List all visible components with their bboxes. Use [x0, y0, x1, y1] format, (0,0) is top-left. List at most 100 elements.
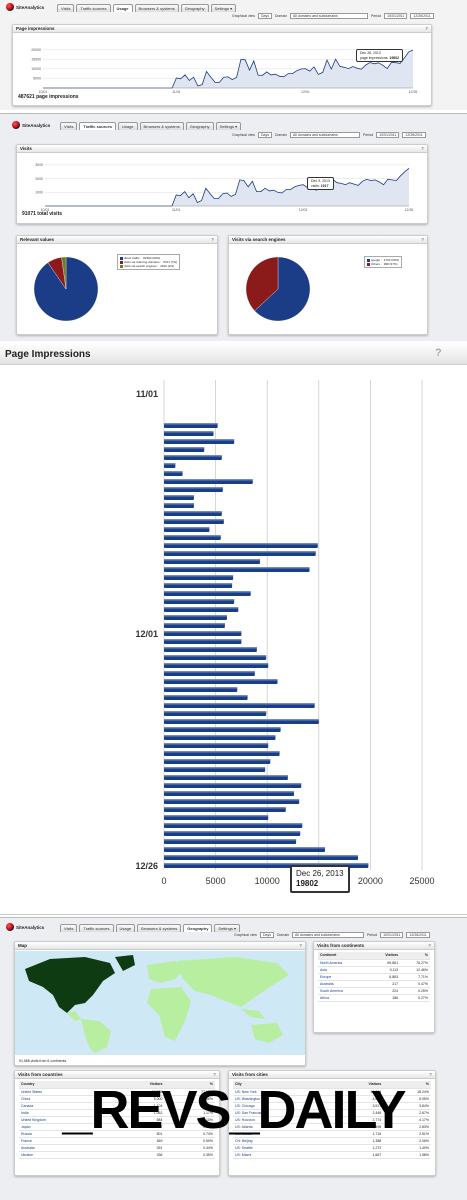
tab-usage[interactable]: Usage [117, 122, 138, 130]
tab-browsers-systems[interactable]: Browsers & systems [134, 4, 179, 12]
bar-highlight [164, 839, 297, 841]
bar-highlight [164, 583, 233, 585]
table-row[interactable]: US: Houston 2,774 4.17% [233, 1116, 431, 1124]
table-row[interactable]: Japan 557 0.62% [19, 1123, 215, 1131]
tab-geography[interactable]: Geography [183, 924, 213, 932]
column-header[interactable]: % [383, 1081, 431, 1089]
column-header[interactable]: Continent [318, 952, 369, 960]
tab-settings[interactable]: Settings ▾ [214, 924, 240, 932]
column-header[interactable]: % [400, 952, 430, 960]
tab-visits[interactable]: Visits [57, 4, 75, 12]
table-row[interactable]: US: Seattle 1,272 1.40% [233, 1144, 431, 1152]
column-header[interactable]: Country [19, 1081, 112, 1089]
asia-region[interactable] [177, 957, 289, 1007]
table-row[interactable]: Russia 501 0.74% [19, 1130, 215, 1138]
table-row[interactable]: US: San Francisco 2,446 2.67% [233, 1109, 431, 1117]
tab-visits[interactable]: Visits [60, 924, 78, 932]
period-from-input[interactable]: 10/01/2011 [380, 932, 404, 938]
table-row[interactable]: North America 69,861 76.27% [318, 959, 430, 967]
help-icon[interactable]: ? [299, 943, 302, 948]
north-america-region[interactable] [25, 957, 115, 1013]
africa-region[interactable] [147, 987, 191, 1041]
tab-traffic-sources[interactable]: Traffic sources [79, 122, 116, 130]
domain-select[interactable]: All domains and subdomains [290, 132, 361, 138]
app-logo[interactable]: SiteAnalytics [6, 923, 44, 931]
table-row[interactable]: Africa 186 0.27% [318, 994, 430, 1002]
table-row[interactable]: Australia 217 0.47% [318, 980, 430, 988]
column-header[interactable]: Visitors [332, 1081, 384, 1089]
bar-highlight [164, 599, 235, 601]
table-cell: Canada [19, 1102, 112, 1110]
help-icon[interactable]: ? [421, 237, 424, 242]
tab-settings[interactable]: Settings ▾ [210, 4, 237, 12]
table-cell: 76.27% [400, 959, 430, 967]
period-from-input[interactable]: 10/01/2011 [376, 132, 400, 138]
help-icon[interactable]: ? [429, 1072, 432, 1077]
column-header[interactable]: Visitors [111, 1081, 165, 1089]
table-row[interactable]: India 1,062 1.17% [19, 1109, 215, 1117]
table-row[interactable]: South America 224 0.25% [318, 987, 430, 995]
help-icon[interactable]: ? [213, 1072, 216, 1077]
table-row[interactable]: US: Chicago 3,517 3.84% [233, 1102, 431, 1110]
bar-highlight [164, 495, 194, 497]
help-icon[interactable]: ? [435, 347, 442, 359]
period-from-input[interactable]: 10/01/2011 [384, 13, 408, 19]
table-cell: 7.71% [400, 973, 430, 981]
domain-select[interactable]: All domains and subdomains [292, 932, 365, 938]
central-america-region[interactable] [67, 1011, 81, 1021]
tab-usage[interactable]: Usage [112, 4, 133, 12]
tab-browsers-systems[interactable]: Browsers & systems [137, 924, 182, 932]
table-row[interactable]: United Kingdom 684 1.10% [19, 1116, 215, 1124]
period-to-input[interactable]: 12/26/2011 [402, 132, 426, 138]
period-to-input[interactable]: 12/26/2011 [406, 932, 430, 938]
south-america-region[interactable] [81, 1019, 111, 1053]
app-logo[interactable]: SiteAnalytics [12, 121, 50, 129]
tab-traffic-sources[interactable]: Traffic sources [76, 4, 111, 12]
nav-tabs: Visits Traffic sources Usage Browsers & … [60, 924, 240, 932]
pie-slice [254, 256, 311, 322]
table-row[interactable]: Canada 1,104 1.20% [19, 1102, 215, 1110]
tab-geography[interactable]: Geography [185, 122, 214, 130]
help-icon[interactable]: ? [425, 26, 428, 31]
column-header[interactable]: Visitors [368, 952, 401, 960]
australia-region[interactable] [251, 1023, 283, 1043]
table-row[interactable]: US: New York 16,694 18.24% [233, 1088, 431, 1096]
table-row[interactable]: US: Miami 1,667 1.58% [233, 1151, 431, 1159]
tab-browsers-systems[interactable]: Browsers & systems [139, 122, 184, 130]
table-row[interactable]: Asia 9,113 12.46% [318, 966, 430, 974]
help-icon[interactable]: ? [211, 237, 214, 242]
graphical-view-select[interactable]: Days [259, 932, 274, 938]
table-cell: 469 [111, 1137, 165, 1145]
table-row[interactable]: US: Washington 4,622 5.05% [233, 1095, 431, 1103]
help-icon[interactable]: ? [421, 146, 424, 151]
period-to-input[interactable]: 12/26/2011 [410, 13, 434, 19]
table-row[interactable]: United States 69,835 77.95% [19, 1088, 215, 1096]
table-cell: 1.20% [164, 1102, 215, 1110]
tab-geography[interactable]: Geography [180, 4, 209, 12]
tab-usage[interactable]: Usage [115, 924, 136, 932]
column-header[interactable]: % [164, 1081, 215, 1089]
domain-select[interactable]: All domains and subdomains [290, 13, 369, 19]
table-cell: 1,062 [111, 1109, 165, 1117]
y-tick-label: 5000 [33, 77, 41, 81]
tab-settings[interactable]: Settings ▾ [215, 122, 242, 130]
table-row[interactable]: Europe 6,863 7.71% [318, 973, 430, 981]
europe-region[interactable] [147, 961, 185, 983]
southeast-asia-region[interactable] [241, 1009, 265, 1019]
graphical-view-select[interactable]: Days [257, 13, 272, 19]
table-row[interactable]: Ukraine 336 0.35% [19, 1151, 215, 1159]
tab-traffic-sources[interactable]: Traffic sources [79, 924, 114, 932]
table-row[interactable]: China 5,000 5.46% [19, 1095, 215, 1103]
tab-visits[interactable]: Visits [60, 122, 78, 130]
table-row[interactable]: US: Dallas 1,716 2.51% [233, 1130, 431, 1138]
table-row[interactable]: US: Atlanta 2,595 2.83% [233, 1123, 431, 1131]
help-icon[interactable]: ? [428, 943, 431, 948]
table-row[interactable]: France 469 0.59% [19, 1137, 215, 1145]
graphical-view-select[interactable]: Days [257, 132, 272, 138]
table-row[interactable]: Australia 391 0.44% [19, 1144, 215, 1152]
column-header[interactable]: City [233, 1081, 333, 1089]
app-logo[interactable]: SiteAnalytics [6, 3, 44, 11]
period-label: Period [367, 933, 378, 937]
table-row[interactable]: CN: Beijing 1,388 2.06% [233, 1137, 431, 1145]
greenland-region[interactable] [115, 955, 135, 971]
